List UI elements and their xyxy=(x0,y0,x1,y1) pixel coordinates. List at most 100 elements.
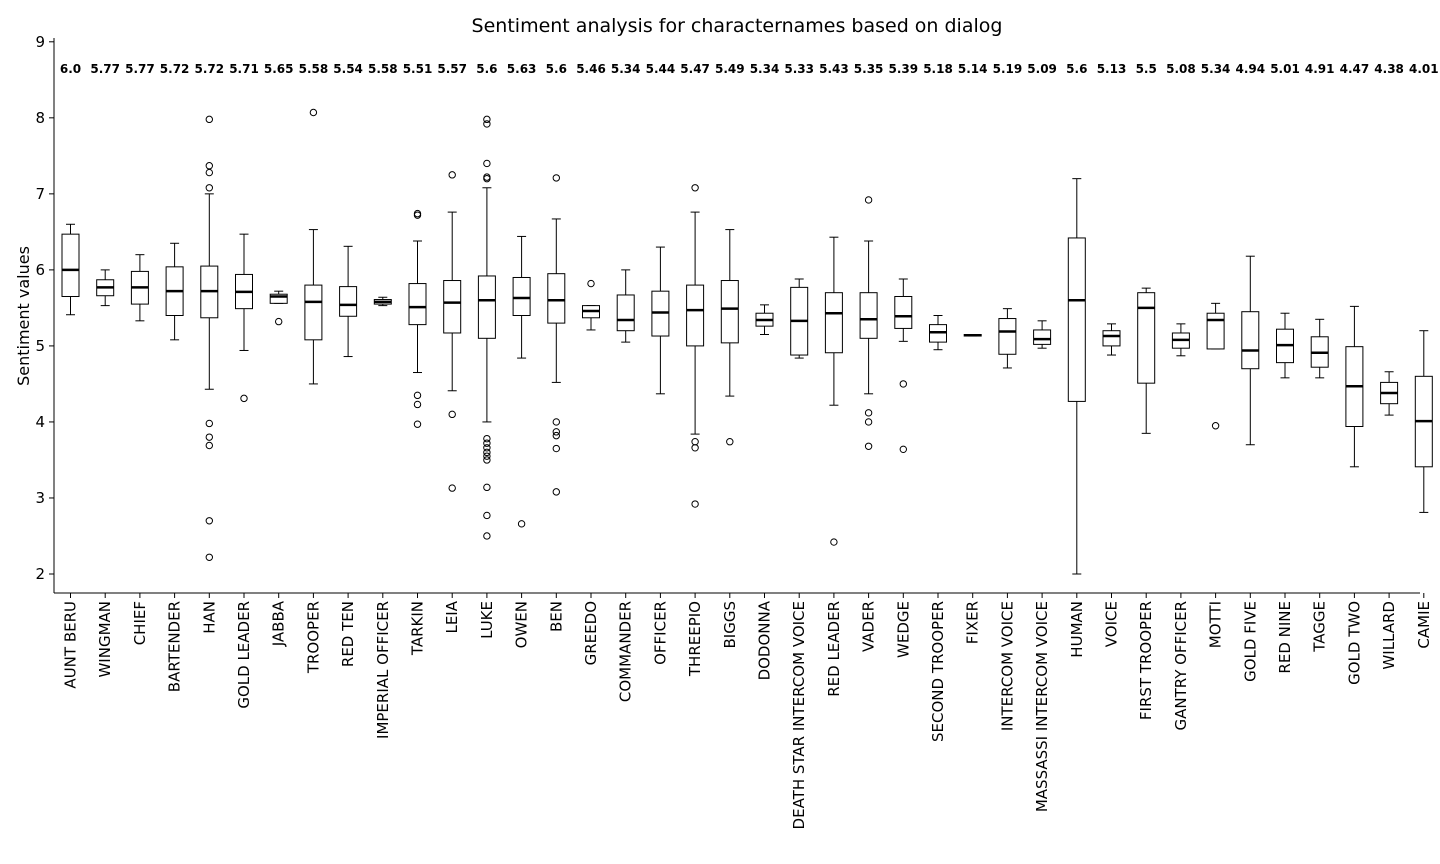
median-value-label: 5.6 xyxy=(546,62,567,76)
x-ticks: AUNT BERU WINGMAN CHIEF BARTENDER HAN GOLD LE… xyxy=(62,593,1433,829)
box-group xyxy=(339,245,358,358)
box xyxy=(1102,330,1121,347)
y-tick-label: 6 xyxy=(35,261,45,279)
y-tick-label: 5 xyxy=(35,337,45,355)
outlier-point xyxy=(413,420,422,428)
box xyxy=(686,284,705,347)
outlier-point xyxy=(864,196,873,204)
x-tick-label: MOTTI xyxy=(1207,601,1225,648)
x-tick-label: RED LEADER xyxy=(825,601,843,697)
median-value-label: 5.46 xyxy=(576,62,606,76)
outlier-point xyxy=(552,431,560,440)
median-value-label: 5.44 xyxy=(646,62,676,76)
outlier-point xyxy=(483,444,491,452)
median-value-label: 5.18 xyxy=(923,62,953,76)
box xyxy=(61,233,80,297)
x-tick-label: INTERCOM VOICE xyxy=(998,601,1016,731)
box-group xyxy=(790,278,809,359)
box xyxy=(1206,312,1225,350)
x-tick-label: JABBA xyxy=(270,600,288,647)
box-group xyxy=(1033,320,1052,349)
outlier-point xyxy=(517,520,526,528)
x-tick-label: CAMIE xyxy=(1415,601,1433,649)
box-group xyxy=(720,229,739,446)
outlier-point xyxy=(483,115,491,124)
x-tick-label: SECOND TROOPER xyxy=(929,601,947,742)
outlier-point xyxy=(552,488,560,496)
median-value-label: 5.47 xyxy=(680,62,710,76)
x-tick-label: GOLD TWO xyxy=(1345,601,1363,685)
outlier-point xyxy=(691,500,699,508)
median-value-label: 5.5 xyxy=(1136,62,1157,76)
box-group xyxy=(963,334,982,337)
outlier-point xyxy=(726,438,734,446)
x-tick-label: CHIEF xyxy=(131,601,149,645)
median-value-label: 5.57 xyxy=(437,62,467,76)
outlier-point xyxy=(552,444,560,453)
box xyxy=(408,283,427,326)
outlier-point xyxy=(552,428,560,436)
box xyxy=(304,284,323,341)
box-group xyxy=(1276,312,1294,379)
x-tick-label: LEIA xyxy=(443,600,461,633)
box-group xyxy=(1206,302,1225,430)
outlier-point xyxy=(864,418,873,426)
median-value-label: 5.63 xyxy=(507,62,537,76)
median-value-label: 5.58 xyxy=(368,62,398,76)
outlier-point xyxy=(552,174,560,182)
box xyxy=(720,280,739,344)
box-group xyxy=(1067,178,1086,575)
median-value-label: 4.91 xyxy=(1305,62,1335,76)
median-value-label: 5.01 xyxy=(1270,62,1300,76)
box xyxy=(269,293,288,304)
median-value-label: 5.49 xyxy=(715,62,745,76)
box xyxy=(443,280,462,334)
y-tick-label: 2 xyxy=(35,565,45,583)
box xyxy=(616,294,635,332)
x-tick-label: VOICE xyxy=(1103,601,1121,647)
outlier-point xyxy=(309,108,318,117)
outlier-point xyxy=(275,317,283,326)
box xyxy=(1137,292,1156,384)
outlier-point xyxy=(483,434,491,443)
box-group xyxy=(824,236,843,546)
outlier-point xyxy=(552,418,560,426)
box xyxy=(859,292,878,339)
x-tick-label: HUMAN xyxy=(1068,601,1086,658)
outlier-point xyxy=(205,115,214,124)
median-value-label: 5.19 xyxy=(993,62,1023,76)
outlier-point xyxy=(448,484,456,492)
x-tick-label: VADER xyxy=(860,601,878,652)
x-tick-label: GOLD LEADER xyxy=(235,601,253,709)
median-value-label: 5.34 xyxy=(1201,62,1231,76)
outlier-point xyxy=(205,517,214,525)
outlier-point xyxy=(691,438,699,446)
y-tick-label: 9 xyxy=(35,33,45,51)
box-group xyxy=(1171,323,1190,357)
box-group xyxy=(755,304,774,336)
x-tick-label: BIGGS xyxy=(721,601,739,648)
boxes xyxy=(61,108,1433,575)
median-value-label: 5.39 xyxy=(888,62,918,76)
x-tick-label: DODONNA xyxy=(756,600,774,680)
box xyxy=(1241,311,1260,370)
outlier-point xyxy=(483,511,491,520)
box xyxy=(998,318,1017,355)
outlier-point xyxy=(240,394,248,403)
outlier-point xyxy=(899,380,907,388)
x-tick-label: WINGMAN xyxy=(96,601,114,678)
x-tick-label: COMMANDER xyxy=(617,601,635,702)
box-group xyxy=(96,269,115,307)
x-tick-label: TAGGE xyxy=(1311,601,1329,653)
median-value-label: 4.01 xyxy=(1409,62,1439,76)
outlier-point xyxy=(483,452,491,460)
outlier-point xyxy=(205,553,214,561)
outlier-point xyxy=(205,184,214,192)
median-value-label: 4.94 xyxy=(1235,62,1265,76)
median-value-label: 5.6 xyxy=(476,62,497,76)
outlier-point xyxy=(691,184,699,192)
box-group xyxy=(929,315,947,351)
box xyxy=(1033,329,1052,345)
box-group xyxy=(616,269,635,343)
